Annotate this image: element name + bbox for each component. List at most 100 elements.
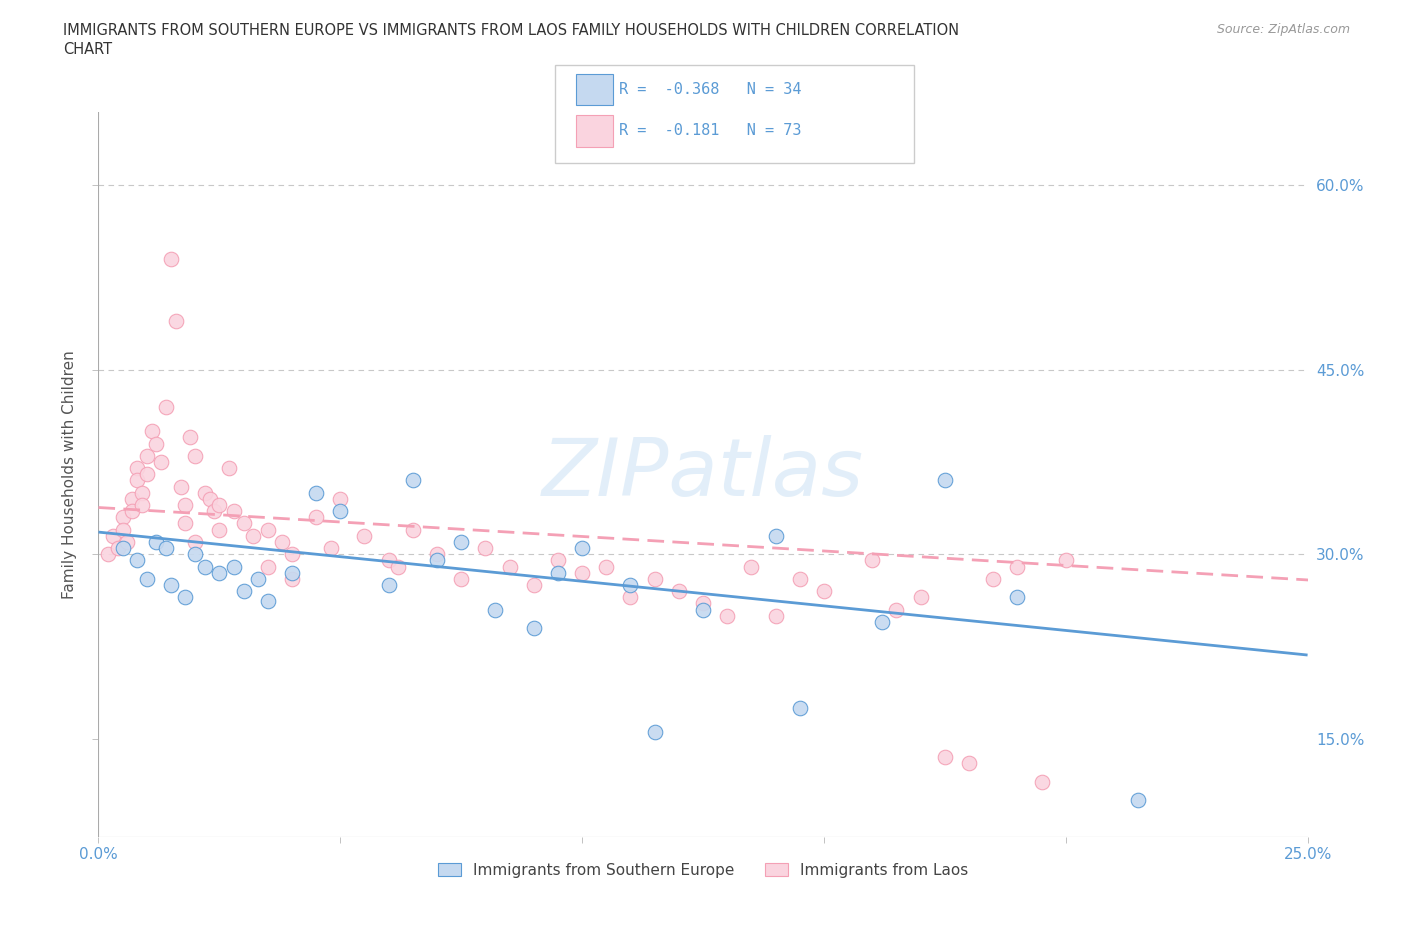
Point [165,313,187,328]
Point [402,473,425,488]
Point [111,510,134,525]
Point [668,584,690,599]
Point [484,602,506,617]
Point [150,455,173,470]
Text: R =  -0.368   N = 34: R = -0.368 N = 34 [619,82,801,97]
Point [1128,792,1150,807]
Point [135,571,157,586]
Point [256,522,278,537]
Point [1031,775,1053,790]
Point [127,460,149,475]
Point [184,535,207,550]
Point [179,430,201,445]
Point [281,547,304,562]
Point [1007,590,1029,604]
Text: R =  -0.181   N = 73: R = -0.181 N = 73 [619,124,801,139]
Point [117,535,139,550]
Point [498,559,520,574]
Point [692,602,714,617]
Point [305,485,328,500]
Point [426,547,449,562]
Point [644,725,666,740]
Point [387,559,409,574]
Point [692,596,714,611]
Point [232,584,254,599]
Point [131,498,153,512]
Point [644,571,666,586]
Point [232,516,254,531]
Point [141,424,163,439]
Point [329,504,352,519]
Point [101,528,124,543]
Point [329,491,352,506]
Text: Source: ZipAtlas.com: Source: ZipAtlas.com [1216,23,1350,36]
Point [474,540,496,555]
Point [281,571,304,586]
Point [208,522,231,537]
Point [208,565,231,580]
Point [218,460,240,475]
Point [319,540,342,555]
Point [1007,559,1029,574]
Point [208,498,231,512]
Point [789,571,811,586]
Point [523,578,546,592]
Point [155,399,177,414]
Point [271,535,294,550]
Point [160,578,183,592]
Point [765,528,787,543]
Point [377,578,399,592]
Point [204,504,226,519]
Y-axis label: Family Households with Children: Family Households with Children [62,350,77,599]
Point [222,504,245,519]
Point [184,547,207,562]
Point [305,510,328,525]
Point [135,448,157,463]
Point [121,504,143,519]
Text: IMMIGRANTS FROM SOUTHERN EUROPE VS IMMIGRANTS FROM LAOS FAMILY HOUSEHOLDS WITH C: IMMIGRANTS FROM SOUTHERN EUROPE VS IMMIG… [63,23,959,38]
Point [450,571,472,586]
Point [131,485,153,500]
Point [740,559,762,574]
Point [547,565,569,580]
Point [111,522,134,537]
Point [256,559,278,574]
Point [145,436,167,451]
Point [281,565,304,580]
Point [145,535,167,550]
Point [353,528,375,543]
Point [194,485,217,500]
Point [174,590,197,604]
Point [222,559,245,574]
Point [174,516,197,531]
Point [860,553,883,568]
Point [595,559,617,574]
Point [194,559,217,574]
Point [789,700,811,715]
Point [169,479,191,494]
Point [402,522,425,537]
Point [184,448,207,463]
Point [377,553,399,568]
Point [121,491,143,506]
Point [1054,553,1077,568]
Point [160,252,183,267]
Point [934,750,956,764]
Point [127,473,149,488]
Point [198,491,221,506]
Point [107,540,129,555]
Point [813,584,835,599]
Text: CHART: CHART [63,42,112,57]
Point [547,553,569,568]
Point [716,608,738,623]
Point [523,620,546,635]
Text: ZIPatlas: ZIPatlas [541,435,865,513]
Point [247,571,270,586]
Point [450,535,472,550]
Point [910,590,932,604]
Legend: Immigrants from Southern Europe, Immigrants from Laos: Immigrants from Southern Europe, Immigra… [432,857,974,884]
Point [886,602,908,617]
Point [155,540,177,555]
Point [765,608,787,623]
Point [619,578,641,592]
